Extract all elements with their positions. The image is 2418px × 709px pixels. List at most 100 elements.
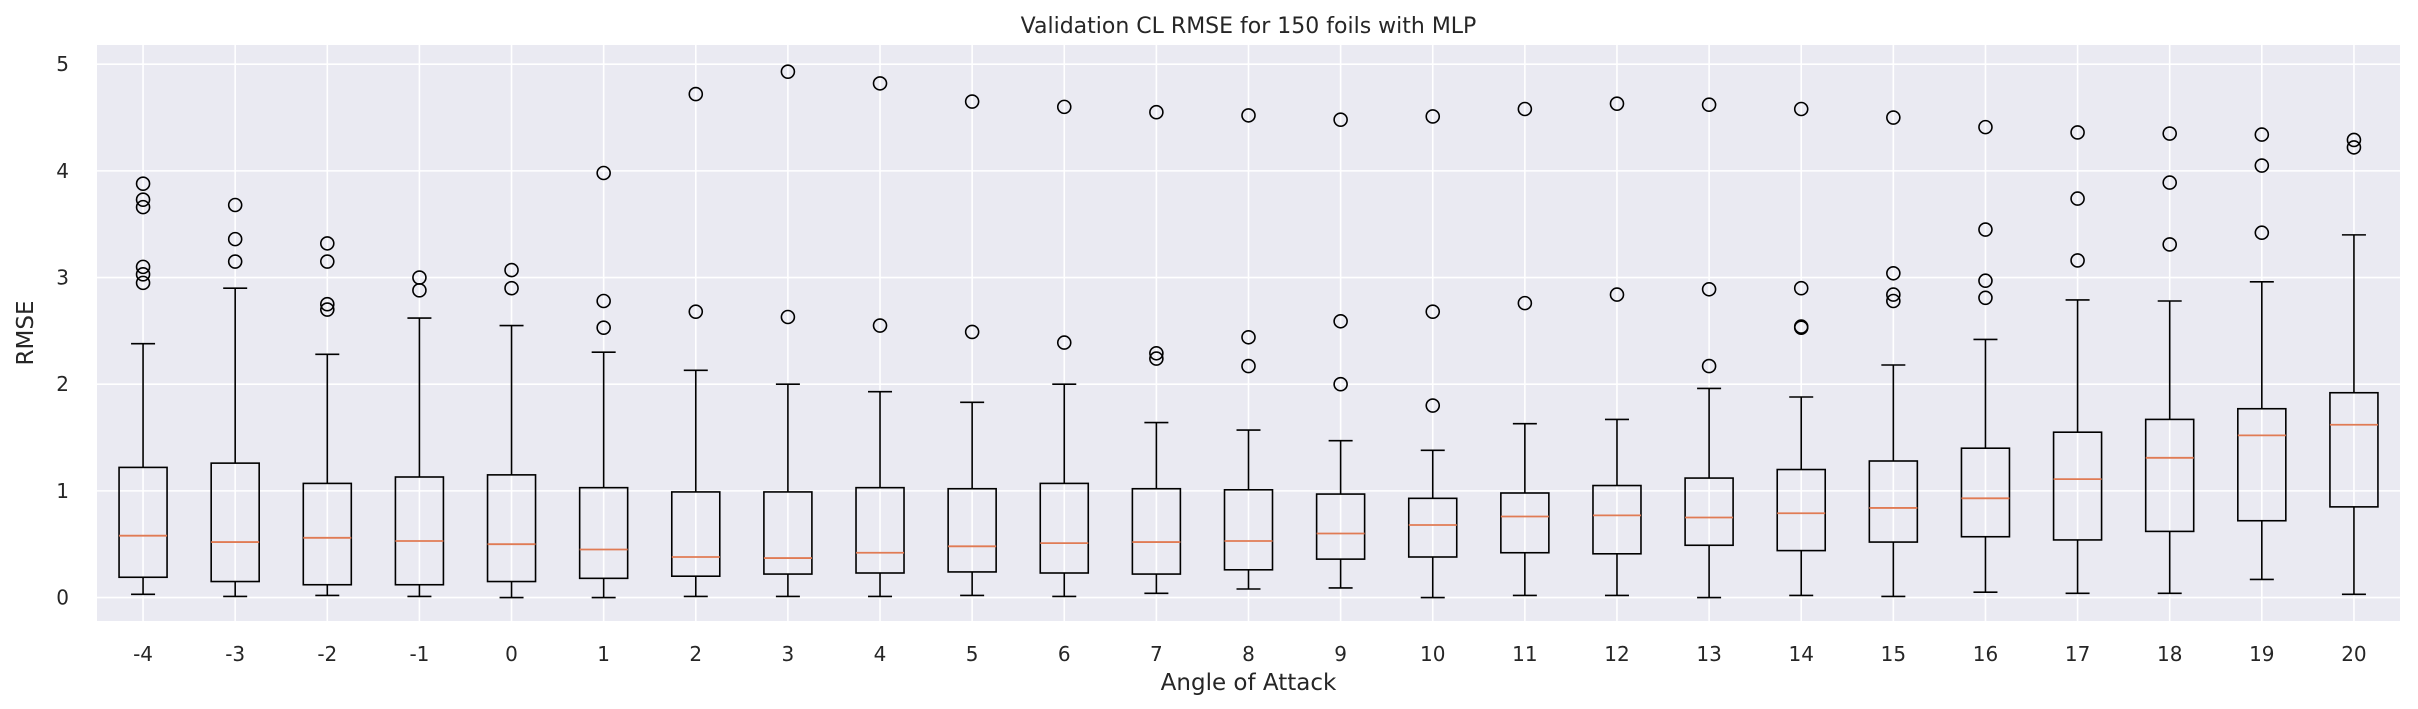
- outlier-point: [1609, 287, 1625, 302]
- y-axis-label: RMSE: [13, 301, 39, 366]
- outlier-point: [2070, 125, 2085, 140]
- outlier-point: [504, 262, 519, 278]
- outlier-point: [1886, 293, 1901, 309]
- x-tick-label: 6: [1058, 642, 1071, 666]
- outlier-point: [1517, 101, 1533, 117]
- iqr-box: [2329, 391, 2379, 508]
- outlier-point: [135, 192, 151, 207]
- outlier-point: [1241, 108, 1256, 123]
- outlier-point: [596, 320, 611, 335]
- box-15: [1868, 110, 1919, 598]
- outlier-point: [2070, 191, 2085, 206]
- outlier-point: [1886, 265, 1901, 281]
- iqr-box: [578, 486, 629, 580]
- box-6: [1039, 99, 1090, 598]
- box--2: [302, 236, 353, 597]
- y-tick-label: 4: [56, 159, 69, 183]
- outlier-point: [2254, 225, 2270, 241]
- outlier-point: [688, 304, 704, 319]
- outlier-point: [964, 324, 980, 340]
- outlier-point: [1149, 351, 1164, 366]
- iqr-box: [1223, 488, 1274, 571]
- x-tick-label: 19: [2249, 642, 2274, 666]
- outlier-point: [1241, 329, 1256, 345]
- x-tick-label: 12: [1604, 642, 1629, 666]
- x-tick-label: 20: [2341, 642, 2366, 666]
- outlier-point: [1425, 109, 1441, 124]
- outlier-point: [135, 199, 151, 215]
- outlier-point: [872, 318, 888, 333]
- y-tick-label: 1: [56, 479, 69, 503]
- outlier-point: [135, 275, 151, 291]
- outlier-point: [1793, 319, 1809, 334]
- box--4: [118, 176, 168, 596]
- box-11: [1500, 101, 1550, 597]
- box-8: [1223, 108, 1274, 590]
- x-tick-label: 1: [597, 642, 610, 666]
- iqr-box: [2052, 431, 2103, 541]
- outlier-point: [227, 197, 243, 213]
- x-tick-label: 14: [1788, 642, 1813, 666]
- outlier-point: [412, 270, 427, 285]
- box-20: [2329, 132, 2379, 596]
- outlier-point: [2162, 175, 2177, 190]
- box--1: [394, 270, 445, 598]
- box-17: [2052, 125, 2103, 595]
- iqr-box: [2237, 407, 2287, 522]
- outlier-point: [1886, 110, 1901, 125]
- x-tick-labels: -4 -3 -2 -1 0 1 2 3 4 5 6 7 8 9 10 11 12 13 14 15 16 17 18 19 20: [133, 642, 2367, 666]
- outlier-point: [1056, 335, 1072, 350]
- x-tick-label: 5: [966, 642, 979, 666]
- outlier-point: [2346, 140, 2362, 155]
- outlier-point: [1701, 281, 1717, 297]
- box-12: [1592, 96, 1642, 597]
- outlier-point: [1241, 358, 1256, 374]
- x-tick-label: 8: [1242, 642, 1255, 666]
- iqr-box: [2144, 418, 2195, 533]
- iqr-box: [118, 466, 168, 579]
- outlier-point: [227, 254, 243, 269]
- outlier-point: [2254, 127, 2270, 142]
- box-14: [1776, 101, 1827, 597]
- outlier-point: [1333, 376, 1348, 392]
- box-18: [2144, 126, 2195, 595]
- outlier-point: [1609, 96, 1625, 111]
- x-tick-label: 15: [1881, 642, 1906, 666]
- outlier-point: [319, 296, 335, 312]
- outlier-point: [319, 302, 335, 317]
- box-5: [947, 94, 997, 597]
- iqr-box: [486, 474, 537, 583]
- x-tick-label: 3: [782, 642, 795, 666]
- outlier-point: [1978, 119, 1993, 135]
- box-3: [763, 64, 813, 598]
- box-7: [1131, 104, 1182, 595]
- outlier-point: [596, 293, 611, 309]
- outlier-point: [1978, 222, 1993, 237]
- outlier-point: [1701, 97, 1717, 113]
- outlier-point: [2162, 126, 2177, 141]
- outlier-point: [319, 254, 335, 269]
- y-tick-label: 0: [56, 586, 69, 610]
- y-tick-label: 2: [56, 372, 69, 396]
- iqr-box: [1592, 484, 1642, 555]
- box-9: [1315, 112, 1366, 589]
- iqr-box: [1776, 468, 1827, 552]
- box--3: [210, 197, 260, 598]
- chart-title: Validation CL RMSE for 150 foils with ML…: [1021, 14, 1477, 39]
- box-series: [118, 64, 2379, 599]
- iqr-box: [1315, 493, 1366, 560]
- x-tick-label: 17: [2065, 642, 2090, 666]
- iqr-box: [1131, 487, 1182, 575]
- outlier-point: [2070, 253, 2085, 268]
- outlier-point: [1793, 101, 1809, 117]
- outlier-point: [1333, 313, 1348, 329]
- iqr-box: [1407, 497, 1458, 558]
- iqr-box: [394, 476, 445, 586]
- outlier-point: [1425, 304, 1441, 319]
- x-tick-label: -4: [133, 642, 153, 666]
- outlier-point: [688, 86, 704, 102]
- outlier-point: [1886, 287, 1901, 302]
- iqr-box: [763, 491, 813, 575]
